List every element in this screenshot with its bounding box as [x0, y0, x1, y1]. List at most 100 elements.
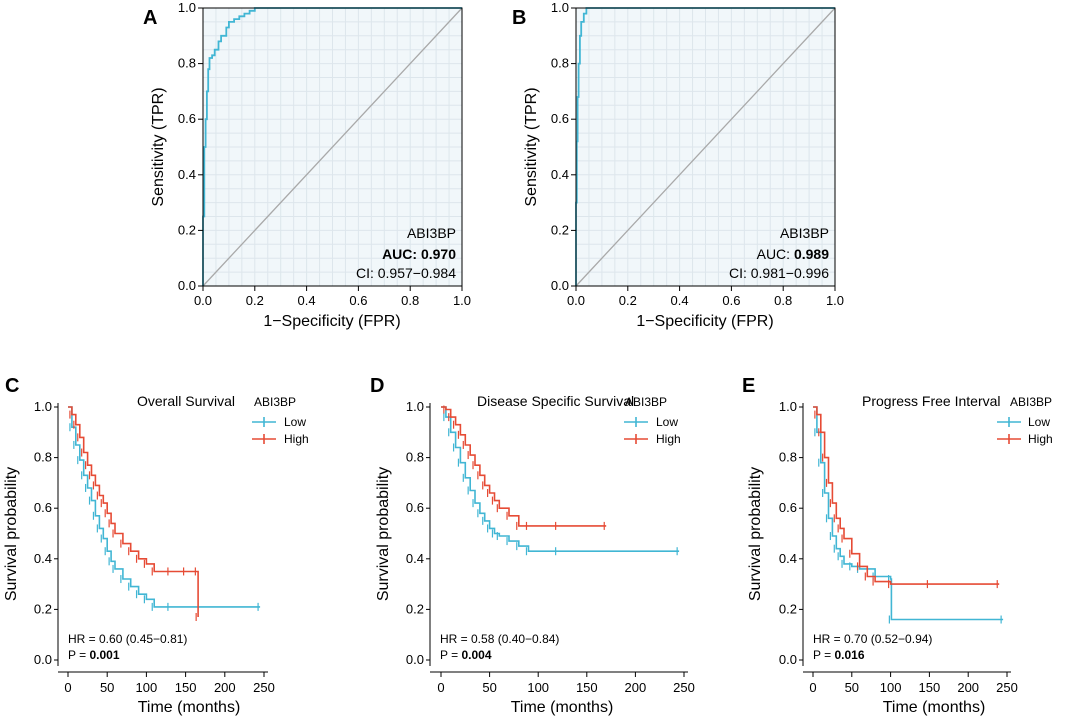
roc-a-curve — [202, 7, 462, 286]
roc-a-xtick-label: 0.8 — [401, 293, 419, 308]
km-e-xtick-label: 150 — [919, 680, 941, 695]
roc-a-ytick-label: 1.0 — [178, 0, 196, 15]
km-d-curve-high — [441, 406, 607, 527]
km-d-xtick-label: 150 — [576, 680, 598, 695]
roc-a-xlabel: 1−Specificity (FPR) — [263, 313, 400, 330]
roc-a-ytick-label: 0.0 — [178, 278, 196, 293]
roc-b-ylabel: Sensitivity (TPR) — [523, 87, 540, 206]
roc-a-auc-label: AUC: — [382, 246, 417, 262]
km-e-legend-high: High — [1028, 432, 1053, 446]
km-c-ytick-label: 0.6 — [34, 500, 52, 515]
roc-a-ytick-label: 0.6 — [178, 111, 196, 126]
km-e-xlabel: Time (months) — [883, 699, 986, 716]
roc-a-xtick-label: 0.4 — [298, 293, 316, 308]
roc-a-xtick-label: 1.0 — [453, 293, 471, 308]
km-e-xtick-label: 0 — [809, 680, 816, 695]
km-c-ytick-label: 1.0 — [34, 399, 52, 414]
roc-b-gene: ABI3BP — [780, 225, 829, 241]
km-e-ytick-label: 0.8 — [779, 450, 797, 465]
km-c-ytick-label: 0.4 — [34, 551, 52, 566]
km-d-title: Disease Specific Survival — [477, 393, 634, 409]
km-d-p-label: P = — [440, 648, 461, 662]
km-e-curve-low — [813, 406, 1004, 621]
panel-c: C 0.0 0.2 0.4 0.6 0.8 1.0 0 50 100 150 200 250 Over… — [3, 375, 309, 716]
km-e-legend-title: ABI3BP — [1010, 395, 1052, 409]
km-c-title: Overall Survival — [137, 393, 235, 409]
km-c-curve-low — [68, 406, 261, 608]
km-c-ylabel: Survival probability — [3, 467, 20, 601]
panel-e: E 0.0 0.2 0.4 0.6 0.8 1.0 0 50 100 150 200 250 Prog… — [742, 375, 1053, 716]
roc-b-xtick-label: 0.4 — [671, 293, 689, 308]
roc-b-ytick-label: 0.0 — [551, 278, 569, 293]
panel-d: D 0.0 0.2 0.4 0.6 0.8 1.0 0 50 100 150 200 250 Dise… — [370, 375, 695, 716]
km-e-xtick-label: 250 — [996, 680, 1018, 695]
km-d-legend-high: High — [656, 432, 681, 446]
km-c-p-value: 0.001 — [89, 648, 119, 662]
roc-b-auc-value: 0.989 — [794, 246, 829, 262]
km-c-xtick-label: 150 — [175, 680, 197, 695]
km-d-xtick-label: 250 — [673, 680, 695, 695]
km-c-ytick-label: 0.8 — [34, 450, 52, 465]
km-d-ytick-label: 0.4 — [406, 551, 424, 566]
roc-a-auc-value: 0.970 — [421, 246, 456, 262]
km-d-p: P = 0.004 — [440, 648, 492, 662]
roc-b-frame — [575, 7, 836, 287]
roc-a-frame — [202, 7, 463, 287]
roc-b-xlabel: 1−Specificity (FPR) — [636, 313, 773, 330]
roc-b-xtick-label: 0.0 — [567, 293, 585, 308]
roc-b-xtick-label: 1.0 — [826, 293, 844, 308]
roc-a-gene: ABI3BP — [407, 225, 456, 241]
km-e-ylabel: Survival probability — [747, 467, 764, 601]
roc-a-ytick-label: 0.2 — [178, 222, 196, 237]
km-c-curve-high — [68, 406, 199, 617]
km-e-ytick-label: 1.0 — [779, 399, 797, 414]
km-d-xlabel: Time (months) — [511, 699, 614, 716]
panel-a: A 0.0 0.2 0.4 0.6 0.8 1.0 0.0 0.2 0.4 0.6 0.8 1.0 1… — [143, 0, 471, 330]
km-c-ytick-label: 0.0 — [34, 652, 52, 667]
panel-letter-b: B — [512, 7, 526, 29]
roc-b-ci: CI: 0.981−0.996 — [729, 265, 829, 281]
panel-letter-e: E — [742, 375, 755, 397]
roc-a-xtick-label: 0.2 — [246, 293, 264, 308]
km-d-ytick-label: 1.0 — [406, 399, 424, 414]
roc-b-ytick-label: 1.0 — [551, 0, 569, 15]
km-c-legend-title: ABI3BP — [254, 395, 296, 409]
roc-a-diagonal — [202, 7, 463, 287]
km-d-xtick-label: 0 — [437, 680, 444, 695]
km-c-xtick-label: 50 — [100, 680, 114, 695]
km-d-xtick-label: 100 — [527, 680, 549, 695]
km-d-ytick-label: 0.0 — [406, 652, 424, 667]
km-c-legend-high: High — [284, 432, 309, 446]
km-d-ytick-label: 0.2 — [406, 601, 424, 616]
roc-b-ytick-label: 0.6 — [551, 111, 569, 126]
km-d-curve-low — [441, 406, 680, 552]
km-d-xtick-label: 200 — [625, 680, 647, 695]
roc-b-xtick-label: 0.2 — [619, 293, 637, 308]
km-d-ytick-label: 0.8 — [406, 450, 424, 465]
km-e-p-value: 0.016 — [834, 648, 864, 662]
panel-letter-c: C — [5, 375, 19, 397]
km-d-ytick-label: 0.6 — [406, 500, 424, 515]
km-e-legend-low: Low — [1028, 415, 1050, 429]
roc-b-auc: AUC: 0.989 — [757, 246, 830, 262]
km-c-ytick-label: 0.2 — [34, 601, 52, 616]
km-e-ytick-label: 0.2 — [779, 601, 797, 616]
km-c-xlabel: Time (months) — [138, 699, 241, 716]
roc-a-ylabel: Sensitivity (TPR) — [150, 87, 167, 206]
roc-a-auc: AUC: 0.970 — [382, 246, 456, 262]
roc-b-xtick-label: 0.6 — [722, 293, 740, 308]
roc-a-ytick-label: 0.8 — [178, 56, 196, 71]
km-e-ytick-label: 0.0 — [779, 652, 797, 667]
km-e-xtick-label: 100 — [880, 680, 902, 695]
km-d-ylabel: Survival probability — [375, 467, 392, 601]
km-e-curve-high — [813, 406, 1000, 585]
km-e-ytick-label: 0.4 — [779, 551, 797, 566]
km-e-xtick-label: 50 — [845, 680, 859, 695]
roc-b-diagonal — [575, 7, 836, 287]
panel-letter-d: D — [370, 375, 384, 397]
roc-b-curve — [575, 7, 835, 286]
roc-a-xtick-label: 0.0 — [194, 293, 212, 308]
roc-b-ytick-label: 0.2 — [551, 222, 569, 237]
km-c-xtick-label: 200 — [214, 680, 236, 695]
km-e-p: P = 0.016 — [813, 648, 865, 662]
